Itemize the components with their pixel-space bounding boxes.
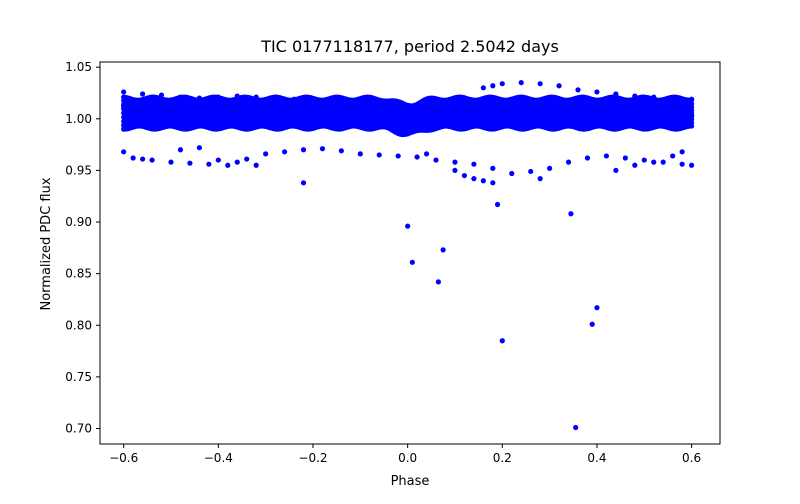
data-point xyxy=(584,155,591,161)
chart-title: TIC 0177118177, period 2.5042 days xyxy=(260,37,559,56)
data-point xyxy=(461,172,468,179)
data-point xyxy=(140,156,146,162)
y-tick-label: 0.70 xyxy=(65,422,92,436)
data-point xyxy=(499,81,505,87)
data-point xyxy=(589,321,595,327)
data-point xyxy=(494,201,501,208)
y-tick-label: 0.80 xyxy=(65,318,92,332)
data-point xyxy=(594,305,600,311)
data-point xyxy=(140,91,146,97)
data-point xyxy=(149,157,155,163)
data-point xyxy=(480,85,486,91)
data-point xyxy=(281,149,288,155)
data-point xyxy=(435,279,441,285)
data-point xyxy=(414,154,420,160)
data-point xyxy=(547,165,553,171)
data-point xyxy=(319,146,326,152)
data-point xyxy=(490,83,496,89)
data-point xyxy=(376,152,382,158)
plot-frame xyxy=(99,61,721,445)
data-point xyxy=(234,159,240,165)
data-point xyxy=(490,165,496,171)
data-point xyxy=(490,180,496,186)
data-point xyxy=(573,424,579,431)
data-point xyxy=(565,159,572,165)
data-point xyxy=(121,89,127,95)
data-point xyxy=(452,159,458,165)
data-point xyxy=(632,162,638,168)
data-point xyxy=(689,162,695,168)
data-point xyxy=(537,81,543,87)
data-point xyxy=(187,160,193,166)
data-point xyxy=(300,147,307,153)
data-point xyxy=(613,167,619,174)
x-tick-label: −0.6 xyxy=(109,451,138,465)
data-point xyxy=(121,149,127,155)
data-point xyxy=(528,168,534,175)
data-point xyxy=(433,157,439,163)
data-point xyxy=(518,80,524,86)
data-point xyxy=(594,89,600,95)
points-layer xyxy=(121,80,695,431)
data-point xyxy=(253,162,259,168)
data-point xyxy=(499,338,505,344)
y-axis-label: Normalized PDC flux xyxy=(39,177,54,310)
data-point xyxy=(215,157,221,163)
data-point xyxy=(423,151,430,157)
data-point xyxy=(168,159,174,165)
data-point xyxy=(603,153,610,159)
y-tick-label: 0.85 xyxy=(65,267,92,281)
x-tick-label: 0.0 xyxy=(398,451,417,465)
x-tick-label: 0.6 xyxy=(682,451,701,465)
data-point xyxy=(440,247,446,253)
data-point xyxy=(206,161,212,167)
data-point xyxy=(409,259,415,265)
data-point xyxy=(357,151,363,157)
data-point xyxy=(480,178,486,184)
data-point xyxy=(300,180,307,186)
axes-layer: −0.6 −0.4 −0.2 0.0 0.2 0.4 0.6 0.70 0.75 0.80 0.85… xyxy=(65,60,721,465)
data-point xyxy=(130,155,136,161)
x-tick-label: −0.2 xyxy=(298,451,327,465)
y-tick-label: 1.05 xyxy=(65,60,92,74)
y-tick-label: 0.75 xyxy=(65,370,92,384)
data-point xyxy=(225,162,231,168)
data-point xyxy=(641,157,647,163)
data-point xyxy=(689,101,695,107)
data-point xyxy=(660,159,666,165)
data-point xyxy=(679,161,685,167)
data-point xyxy=(679,149,685,155)
data-point xyxy=(537,176,543,182)
y-tick-label: 0.90 xyxy=(65,215,92,229)
y-tick-label: 0.95 xyxy=(65,163,92,177)
x-tick-label: 0.4 xyxy=(587,451,606,465)
x-tick-label: 0.2 xyxy=(493,451,512,465)
data-point xyxy=(556,83,562,89)
data-point xyxy=(471,161,477,167)
data-point xyxy=(405,223,411,229)
data-point xyxy=(568,211,574,217)
data-point xyxy=(244,156,250,162)
data-point xyxy=(177,147,184,153)
data-point xyxy=(509,170,515,177)
data-point xyxy=(196,145,202,151)
data-point xyxy=(471,176,477,182)
y-tick-label: 1.00 xyxy=(65,112,92,126)
data-point xyxy=(338,148,344,154)
data-point xyxy=(670,153,676,159)
data-point xyxy=(689,97,695,103)
data-point xyxy=(651,159,657,165)
x-tick-label: −0.4 xyxy=(204,451,233,465)
x-axis-label: Phase xyxy=(391,474,430,489)
data-point xyxy=(622,155,628,161)
data-point xyxy=(263,151,269,157)
data-point xyxy=(452,167,458,174)
data-point xyxy=(575,87,581,93)
data-point xyxy=(395,153,401,159)
